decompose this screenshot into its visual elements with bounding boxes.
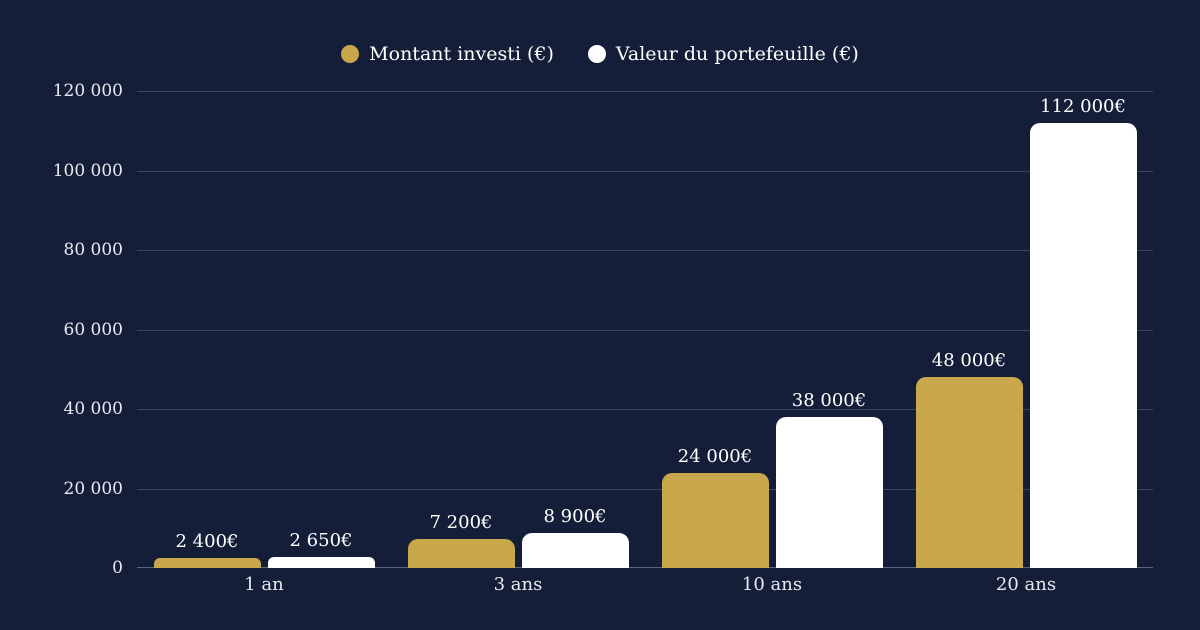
legend-swatch-portfolio	[587, 45, 606, 63]
y-tick-label: 120 000	[52, 81, 123, 101]
gridline	[137, 250, 1153, 251]
legend-label-invested: Montant investi (€)	[369, 43, 554, 65]
bar-invested[interactable]	[661, 472, 769, 568]
bar-portfolio[interactable]	[267, 557, 375, 568]
x-tick-label: 10 ans	[741, 574, 803, 595]
gridline	[137, 329, 1153, 331]
y-tick-label: 60 000	[63, 319, 123, 340]
bar-invested[interactable]	[915, 377, 1023, 568]
chart-legend: Montant investi (€) Valeur du portefeuil…	[0, 43, 1200, 65]
bar-invested[interactable]	[153, 558, 261, 568]
bar-value-label: 48 000€	[931, 350, 1007, 372]
bar-value-label: 7 200€	[429, 512, 493, 534]
gridline	[137, 91, 1153, 92]
bar-value-label: 38 000€	[791, 389, 867, 411]
bar-portfolio[interactable]	[775, 416, 883, 568]
y-tick-label: 20 000	[63, 478, 123, 499]
bar-value-label: 2 650€	[289, 530, 353, 552]
bar-value-label: 112 000€	[1040, 95, 1126, 117]
plot-area: 2 400€ 2 650€ 7 200€ 8 900€ 24 000€ 38 000€ 48…	[137, 91, 1153, 568]
bar-value-label: 2 400€	[175, 531, 239, 553]
y-tick-label: 100 000	[52, 160, 123, 181]
legend-item-portfolio[interactable]: Valeur du portefeuille (€)	[587, 43, 859, 65]
legend-label-portfolio: Valeur du portefeuille (€)	[615, 43, 859, 65]
bar-portfolio[interactable]	[1029, 122, 1137, 568]
gridline	[137, 488, 1153, 490]
bar-value-label: 24 000€	[677, 445, 753, 467]
x-tick-label: 3 ans	[493, 574, 543, 595]
bar-invested[interactable]	[407, 539, 515, 568]
legend-item-invested[interactable]: Montant investi (€)	[341, 43, 554, 65]
x-tick-label: 1 an	[244, 574, 284, 595]
y-tick-label: 0	[112, 558, 123, 578]
gridline	[137, 170, 1153, 172]
gridline	[137, 409, 1153, 410]
legend-swatch-invested	[341, 45, 360, 63]
y-tick-label: 80 000	[63, 240, 123, 260]
x-axis-line	[137, 567, 1153, 568]
y-tick-label: 40 000	[63, 399, 123, 419]
bar-portfolio[interactable]	[521, 532, 629, 568]
bar-value-label: 8 900€	[543, 505, 607, 527]
x-tick-label: 20 ans	[995, 574, 1057, 595]
